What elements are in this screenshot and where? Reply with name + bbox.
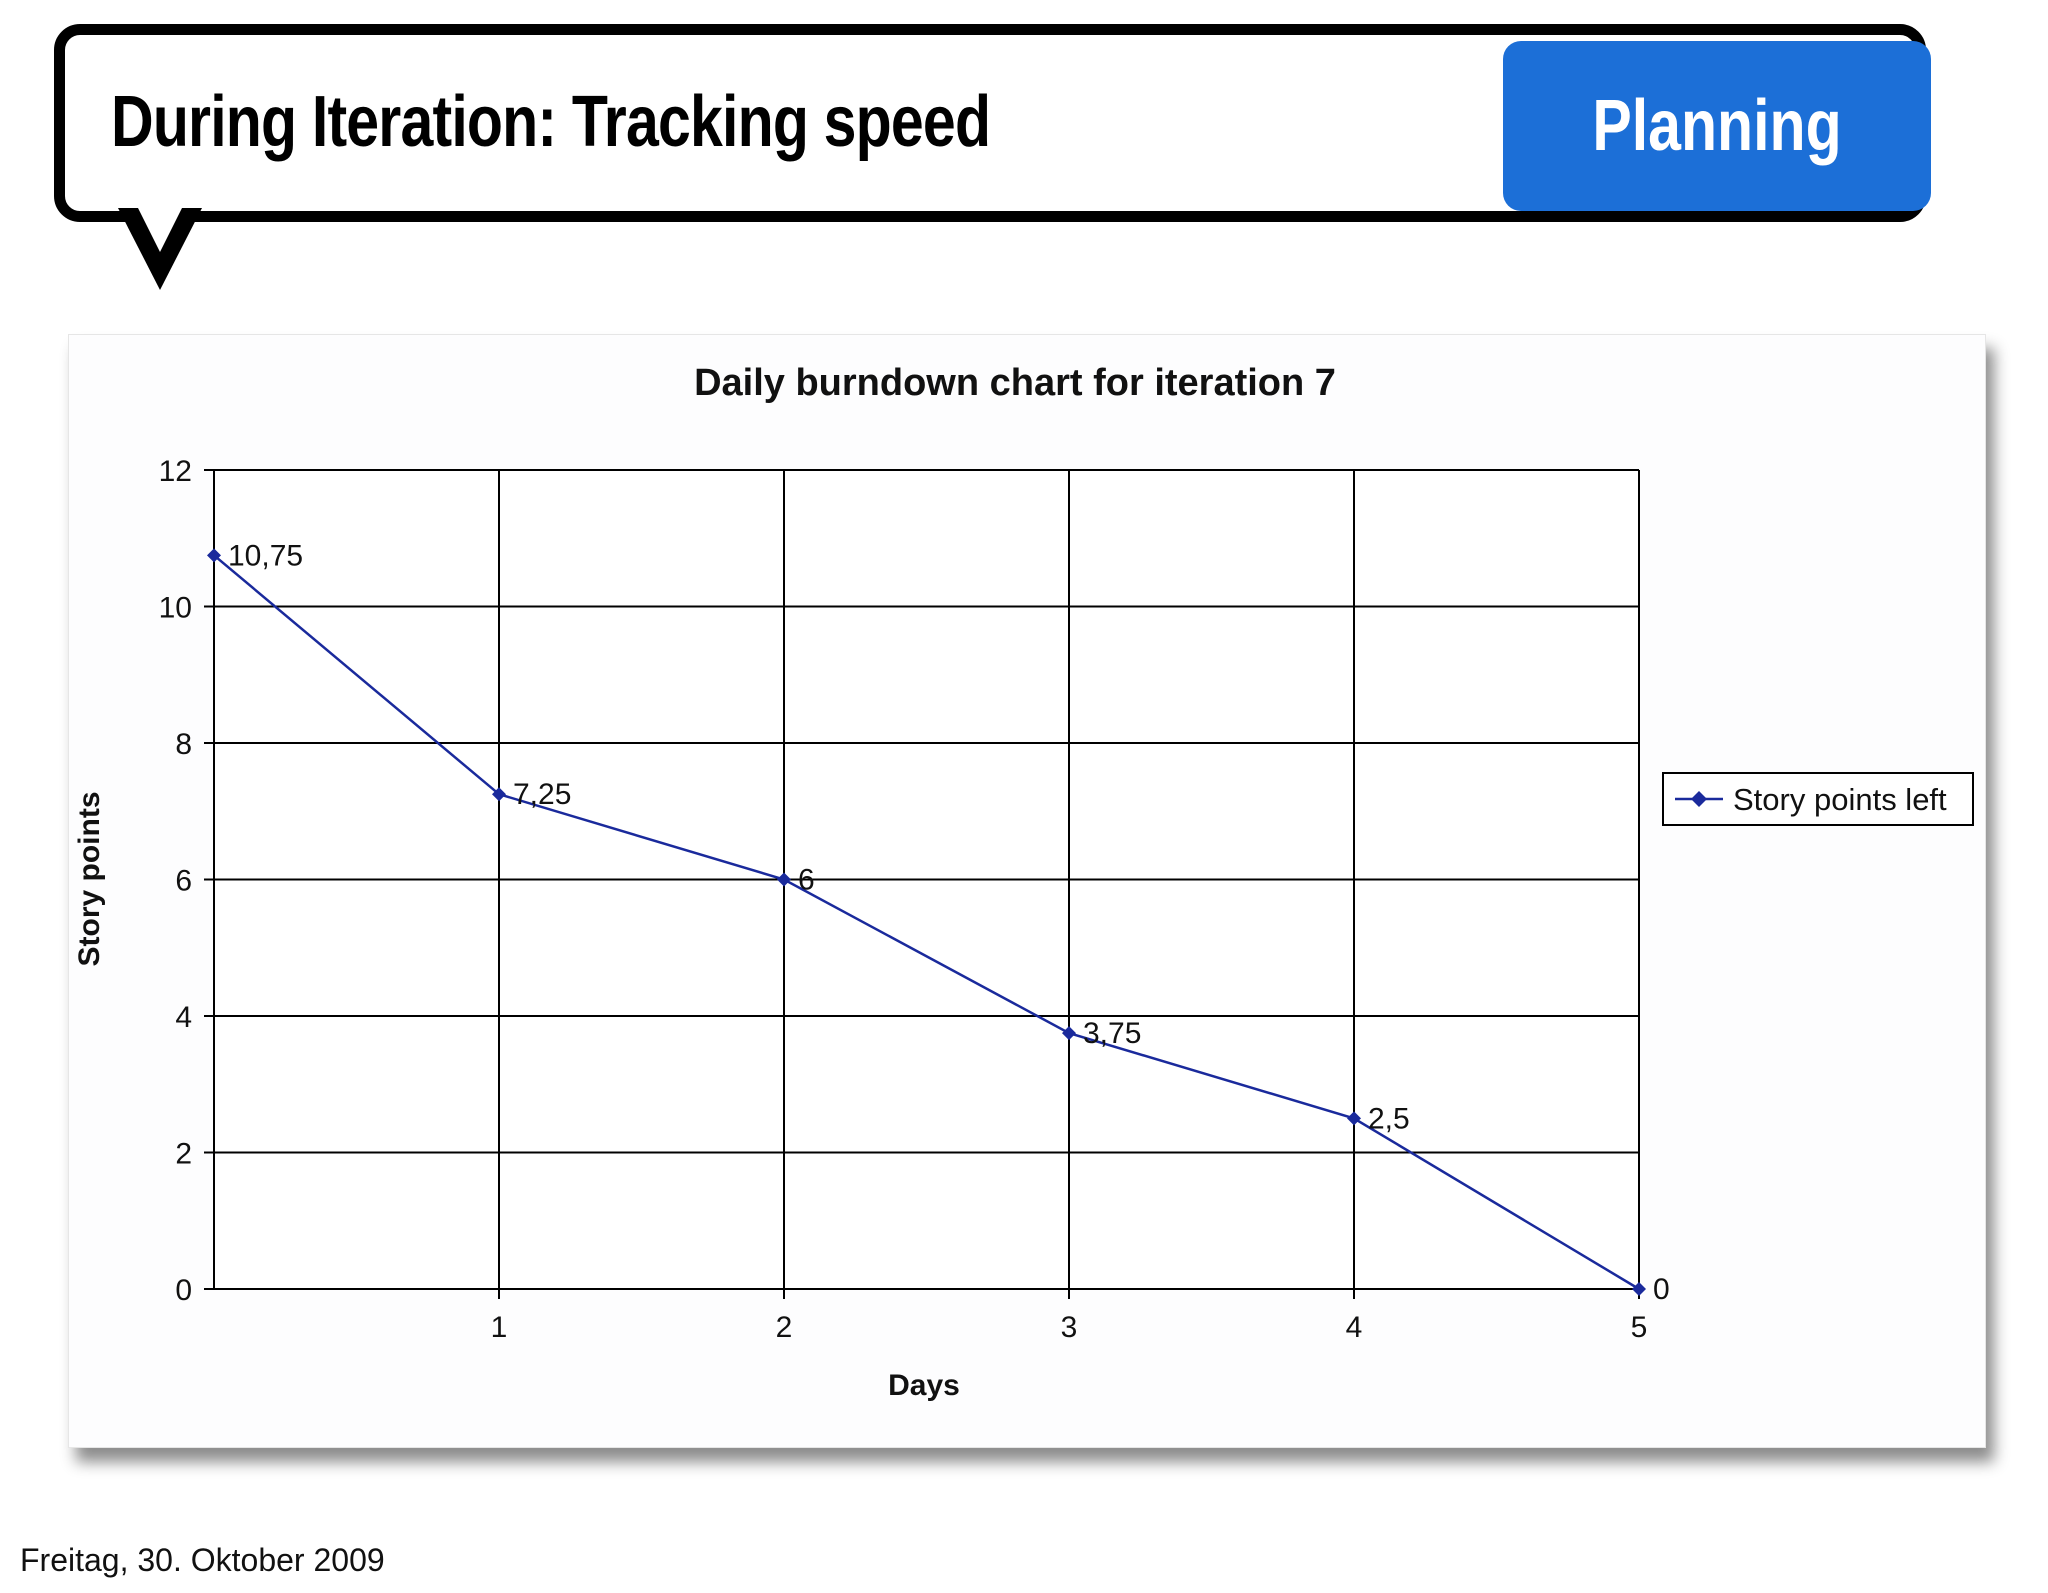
x-tick-label: 5 — [1631, 1311, 1648, 1344]
planning-badge: Planning — [1503, 41, 1931, 211]
data-point — [1347, 1111, 1361, 1126]
planning-badge-label: Planning — [1592, 86, 1842, 166]
x-axis-label: Days — [888, 1369, 960, 1402]
x-tick-label: 1 — [491, 1311, 508, 1344]
chart-card: Daily burndown chart for iteration 7 Sto… — [68, 334, 1986, 1448]
burndown-chart: Daily burndown chart for iteration 7 Sto… — [73, 362, 1974, 1402]
chart-legend: Story points left — [1662, 772, 1974, 826]
y-tick-label: 2 — [175, 1138, 192, 1171]
data-label: 2,5 — [1368, 1102, 1410, 1135]
series-line — [213, 554, 1640, 1291]
data-point — [1632, 1282, 1646, 1296]
data-label: 6 — [798, 864, 815, 897]
x-tick-label: 4 — [1346, 1311, 1363, 1344]
y-tick-label: 0 — [175, 1274, 192, 1307]
data-label: 10,75 — [228, 539, 303, 572]
y-tick-label: 10 — [159, 592, 192, 625]
legend-marker — [1691, 791, 1707, 807]
data-point — [207, 548, 221, 563]
x-tick-label: 3 — [1061, 1311, 1078, 1344]
legend-label: Story points left — [1733, 782, 1947, 817]
data-label: 0 — [1653, 1273, 1670, 1306]
y-axis-label: Story points — [73, 791, 106, 966]
y-tick-label: 4 — [175, 1001, 192, 1034]
header-bubble: During Iteration: Tracking speed Plannin… — [54, 24, 1931, 222]
data-point — [492, 787, 506, 802]
data-point — [777, 872, 791, 887]
chart-title: Daily burndown chart for iteration 7 — [694, 362, 1336, 404]
x-tick-label: 2 — [776, 1311, 793, 1344]
data-point — [1062, 1026, 1076, 1041]
data-label: 7,25 — [513, 778, 571, 811]
y-tick-label: 12 — [159, 455, 192, 488]
y-tick-label: 6 — [175, 865, 192, 898]
footer-date: Freitag, 30. Oktober 2009 — [20, 1542, 385, 1578]
speech-bubble-tail — [118, 208, 202, 290]
y-tick-label: 8 — [175, 728, 192, 761]
page-title: During Iteration: Tracking speed — [111, 82, 991, 162]
data-label: 3,75 — [1083, 1017, 1141, 1050]
